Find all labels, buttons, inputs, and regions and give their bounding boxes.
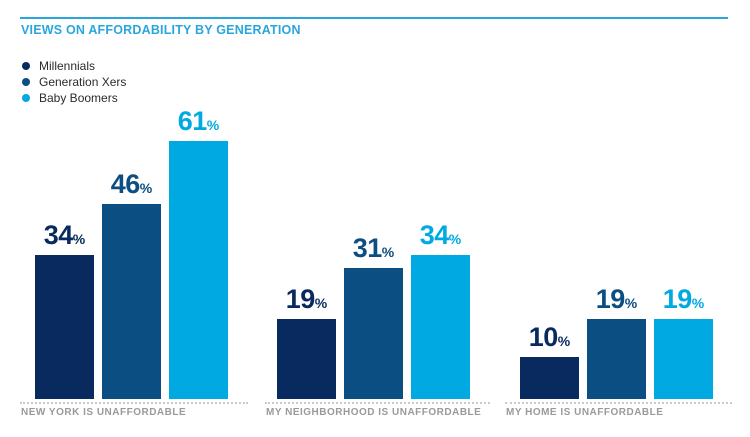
percent-sign: % — [381, 244, 395, 260]
category-axis-label: NEW YORK IS UNAFFORDABLE — [21, 407, 187, 418]
bar-group: 19% 31% 34% — [265, 0, 490, 404]
bar-value-label: 19% — [286, 286, 328, 313]
bar — [654, 319, 713, 399]
bar — [520, 357, 579, 399]
percent-sign: % — [206, 117, 220, 133]
percent-sign: % — [557, 333, 571, 349]
bar-value-number: 31 — [352, 233, 383, 263]
bar-value-label: 19% — [596, 286, 638, 313]
bar-value-number: 19 — [285, 284, 316, 314]
bar — [277, 319, 336, 399]
legend-label-baby-boomers: Baby Boomers — [39, 91, 118, 105]
bar-value-number: 19 — [662, 284, 693, 314]
bar-value-number: 34 — [43, 220, 74, 250]
legend-dot-baby-boomers — [22, 94, 30, 102]
legend-dot-generation-xers — [22, 78, 30, 86]
bar — [411, 255, 470, 399]
chart-title: VIEWS ON AFFORDABILITY BY GENERATION — [21, 23, 301, 37]
percent-sign: % — [72, 231, 86, 247]
percent-sign: % — [314, 295, 328, 311]
bar-group: 10% 19% 19% — [505, 0, 732, 404]
bar-value-number: 34 — [419, 220, 450, 250]
bar-value-label: 61% — [178, 108, 220, 135]
bar — [344, 268, 403, 399]
bar-value-label: 46% — [111, 171, 153, 198]
bar-value-label: 10% — [529, 324, 571, 351]
bar-value-label: 31% — [353, 235, 395, 262]
legend-label-generation-xers: Generation Xers — [39, 75, 127, 89]
legend-dot-millennials — [22, 62, 30, 70]
percent-sign: % — [624, 295, 638, 311]
bar-group: 34% 46% 61% — [20, 0, 248, 404]
category-axis-label: MY NEIGHBORHOOD IS UNAFFORDABLE — [266, 407, 482, 418]
category-axis-label: MY HOME IS UNAFFORDABLE — [506, 407, 664, 418]
bar-value-number: 10 — [528, 322, 559, 352]
bar-value-number: 46 — [110, 169, 141, 199]
legend-item-baby-boomers: Baby Boomers — [22, 90, 126, 106]
percent-sign: % — [139, 180, 153, 196]
bar — [169, 141, 228, 399]
legend: Millennials Generation Xers Baby Boomers — [22, 58, 126, 106]
legend-label-millennials: Millennials — [39, 59, 96, 73]
percent-sign: % — [691, 295, 705, 311]
bar — [102, 204, 161, 399]
legend-item-millennials: Millennials — [22, 58, 126, 74]
bar — [587, 319, 646, 399]
legend-item-generation-xers: Generation Xers — [22, 74, 126, 90]
percent-sign: % — [448, 231, 462, 247]
bar-value-label: 34% — [420, 222, 462, 249]
header-rule — [20, 17, 728, 19]
bar-value-number: 61 — [177, 106, 208, 136]
bar-value-number: 19 — [595, 284, 626, 314]
bar-value-label: 19% — [663, 286, 705, 313]
bar — [35, 255, 94, 399]
bar-value-label: 34% — [44, 222, 86, 249]
